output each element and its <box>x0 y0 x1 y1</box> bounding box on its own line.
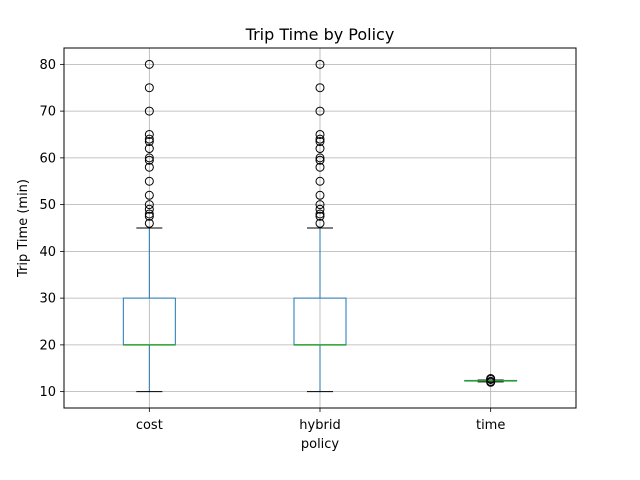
outlier-point <box>315 134 325 144</box>
outlier-point <box>315 144 325 154</box>
box-cost <box>122 59 176 393</box>
outlier-point <box>486 374 496 384</box>
outlier-point <box>315 106 325 116</box>
outlier-point <box>144 176 154 186</box>
box-time <box>464 374 518 387</box>
outlier-point <box>315 176 325 186</box>
y-tick-label: 80 <box>39 58 56 73</box>
outlier-point <box>144 144 154 154</box>
y-tick-label: 60 <box>39 151 56 166</box>
outlier-point <box>315 190 325 200</box>
outlier-point <box>144 155 154 165</box>
outlier-point <box>144 153 154 163</box>
outlier-point <box>315 83 325 93</box>
x-tick-label: cost <box>136 418 163 433</box>
outlier-point <box>315 153 325 163</box>
outlier-point <box>144 134 154 144</box>
outlier-point <box>315 209 325 219</box>
outlier-point <box>144 211 154 221</box>
axis-ticks: 10 20 30 40 50 60 70 80 cost hybrid time <box>39 58 505 433</box>
outlier-point <box>315 218 325 228</box>
outlier-point <box>315 211 325 221</box>
outlier-point <box>315 129 325 139</box>
box-series <box>122 59 518 393</box>
x-axis-label: policy <box>301 437 340 452</box>
x-tick-label: time <box>476 418 505 433</box>
y-tick-label: 40 <box>39 245 56 260</box>
y-tick-label: 20 <box>39 338 56 353</box>
y-tick-label: 10 <box>39 385 56 400</box>
outlier-point <box>315 162 325 172</box>
y-tick-label: 50 <box>39 198 56 213</box>
outlier-point <box>144 106 154 116</box>
x-tick-label: hybrid <box>299 418 340 433</box>
outlier-point <box>315 59 325 69</box>
outlier-point <box>144 137 154 147</box>
outlier-point <box>144 218 154 228</box>
outlier-point <box>144 129 154 139</box>
box-hybrid <box>293 59 347 393</box>
y-tick-label: 30 <box>39 292 56 307</box>
outlier-point <box>315 137 325 147</box>
outlier-point <box>315 155 325 165</box>
chart-title: Trip Time by Policy <box>245 25 395 44</box>
y-tick-label: 70 <box>39 105 56 120</box>
outlier-point <box>144 59 154 69</box>
outlier-point <box>315 200 325 210</box>
outlier-point <box>144 204 154 214</box>
y-axis-label: Trip Time (min) <box>16 179 31 278</box>
outlier-point <box>144 162 154 172</box>
outlier-point <box>144 200 154 210</box>
outlier-point <box>144 83 154 93</box>
outlier-point <box>315 204 325 214</box>
outlier-point <box>144 209 154 219</box>
outlier-point <box>144 190 154 200</box>
